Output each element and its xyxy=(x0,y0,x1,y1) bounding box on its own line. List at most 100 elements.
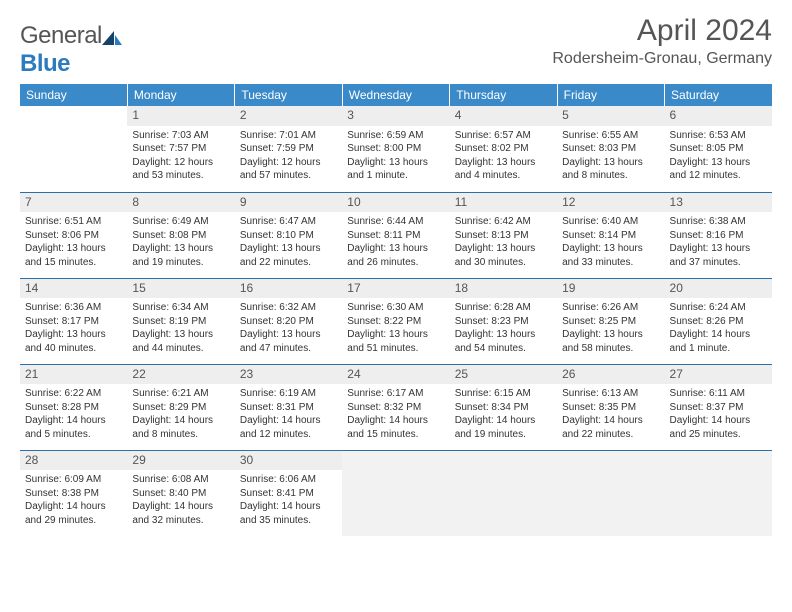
daylight-line: Daylight: 14 hours and 29 minutes. xyxy=(25,500,122,527)
sunset-line: Sunset: 8:37 PM xyxy=(670,401,767,415)
sunrise-line: Sunrise: 7:01 AM xyxy=(240,129,337,143)
calendar-cell: . xyxy=(450,450,557,536)
day-number: 10 xyxy=(342,193,449,213)
daylight-line: Daylight: 14 hours and 32 minutes. xyxy=(132,500,229,527)
sunrise-line: Sunrise: 6:32 AM xyxy=(240,301,337,315)
day-number: 2 xyxy=(235,106,342,126)
calendar-cell: . xyxy=(20,106,127,192)
title-block: April 2024 Rodersheim-Gronau, Germany xyxy=(552,14,772,68)
sunset-line: Sunset: 8:02 PM xyxy=(455,142,552,156)
calendar-cell: . xyxy=(665,450,772,536)
calendar-table: SundayMondayTuesdayWednesdayThursdayFrid… xyxy=(20,84,772,536)
daylight-line: Daylight: 12 hours and 53 minutes. xyxy=(132,156,229,183)
daylight-line: Daylight: 14 hours and 12 minutes. xyxy=(240,414,337,441)
cell-body: Sunrise: 6:36 AMSunset: 8:17 PMDaylight:… xyxy=(20,298,127,359)
cell-body: Sunrise: 6:47 AMSunset: 8:10 PMDaylight:… xyxy=(235,212,342,273)
daylight-line: Daylight: 13 hours and 33 minutes. xyxy=(562,242,659,269)
cell-body: Sunrise: 6:32 AMSunset: 8:20 PMDaylight:… xyxy=(235,298,342,359)
sunrise-line: Sunrise: 6:38 AM xyxy=(670,215,767,229)
daylight-line: Daylight: 13 hours and 37 minutes. xyxy=(670,242,767,269)
sunset-line: Sunset: 8:11 PM xyxy=(347,229,444,243)
day-number: 12 xyxy=(557,193,664,213)
cell-body: Sunrise: 6:19 AMSunset: 8:31 PMDaylight:… xyxy=(235,384,342,445)
sunrise-line: Sunrise: 6:51 AM xyxy=(25,215,122,229)
daylight-line: Daylight: 13 hours and 15 minutes. xyxy=(25,242,122,269)
day-number: 4 xyxy=(450,106,557,126)
day-number: 18 xyxy=(450,279,557,299)
sunrise-line: Sunrise: 6:44 AM xyxy=(347,215,444,229)
daylight-line: Daylight: 13 hours and 58 minutes. xyxy=(562,328,659,355)
daylight-line: Daylight: 14 hours and 5 minutes. xyxy=(25,414,122,441)
day-number: 16 xyxy=(235,279,342,299)
logo-word1: General xyxy=(20,22,102,49)
calendar-cell: 22Sunrise: 6:21 AMSunset: 8:29 PMDayligh… xyxy=(127,364,234,450)
sunset-line: Sunset: 8:31 PM xyxy=(240,401,337,415)
day-number: 24 xyxy=(342,365,449,385)
day-number: 3 xyxy=(342,106,449,126)
daylight-line: Daylight: 13 hours and 4 minutes. xyxy=(455,156,552,183)
day-number: 30 xyxy=(235,451,342,471)
sunset-line: Sunset: 8:32 PM xyxy=(347,401,444,415)
sunrise-line: Sunrise: 6:36 AM xyxy=(25,301,122,315)
calendar-cell: 1Sunrise: 7:03 AMSunset: 7:57 PMDaylight… xyxy=(127,106,234,192)
sunrise-line: Sunrise: 6:13 AM xyxy=(562,387,659,401)
cell-body: Sunrise: 6:51 AMSunset: 8:06 PMDaylight:… xyxy=(20,212,127,273)
sunrise-line: Sunrise: 6:53 AM xyxy=(670,129,767,143)
daylight-line: Daylight: 14 hours and 35 minutes. xyxy=(240,500,337,527)
sunset-line: Sunset: 8:19 PM xyxy=(132,315,229,329)
header: GeneralBlue April 2024 Rodersheim-Gronau… xyxy=(20,14,772,78)
calendar-cell: 19Sunrise: 6:26 AMSunset: 8:25 PMDayligh… xyxy=(557,278,664,364)
calendar-cell: 29Sunrise: 6:08 AMSunset: 8:40 PMDayligh… xyxy=(127,450,234,536)
daylight-line: Daylight: 13 hours and 22 minutes. xyxy=(240,242,337,269)
sunset-line: Sunset: 8:25 PM xyxy=(562,315,659,329)
cell-body: Sunrise: 6:34 AMSunset: 8:19 PMDaylight:… xyxy=(127,298,234,359)
cell-body: Sunrise: 6:26 AMSunset: 8:25 PMDaylight:… xyxy=(557,298,664,359)
calendar-row: 14Sunrise: 6:36 AMSunset: 8:17 PMDayligh… xyxy=(20,278,772,364)
daylight-line: Daylight: 14 hours and 1 minute. xyxy=(670,328,767,355)
calendar-cell: 12Sunrise: 6:40 AMSunset: 8:14 PMDayligh… xyxy=(557,192,664,278)
day-number: 11 xyxy=(450,193,557,213)
sunset-line: Sunset: 8:40 PM xyxy=(132,487,229,501)
cell-body: Sunrise: 6:08 AMSunset: 8:40 PMDaylight:… xyxy=(127,470,234,531)
daylight-line: Daylight: 13 hours and 19 minutes. xyxy=(132,242,229,269)
cell-body: Sunrise: 6:38 AMSunset: 8:16 PMDaylight:… xyxy=(665,212,772,273)
sunset-line: Sunset: 8:16 PM xyxy=(670,229,767,243)
logo: GeneralBlue xyxy=(20,14,124,78)
day-number: 1 xyxy=(127,106,234,126)
sunrise-line: Sunrise: 6:06 AM xyxy=(240,473,337,487)
calendar-cell: 15Sunrise: 6:34 AMSunset: 8:19 PMDayligh… xyxy=(127,278,234,364)
calendar-header-row: SundayMondayTuesdayWednesdayThursdayFrid… xyxy=(20,84,772,106)
sunset-line: Sunset: 8:28 PM xyxy=(25,401,122,415)
sunset-line: Sunset: 8:23 PM xyxy=(455,315,552,329)
sunrise-line: Sunrise: 6:22 AM xyxy=(25,387,122,401)
sunrise-line: Sunrise: 6:17 AM xyxy=(347,387,444,401)
daylight-line: Daylight: 13 hours and 30 minutes. xyxy=(455,242,552,269)
calendar-cell: 20Sunrise: 6:24 AMSunset: 8:26 PMDayligh… xyxy=(665,278,772,364)
calendar-cell: 13Sunrise: 6:38 AMSunset: 8:16 PMDayligh… xyxy=(665,192,772,278)
cell-body: Sunrise: 6:17 AMSunset: 8:32 PMDaylight:… xyxy=(342,384,449,445)
sunset-line: Sunset: 8:06 PM xyxy=(25,229,122,243)
sunrise-line: Sunrise: 7:03 AM xyxy=(132,129,229,143)
calendar-cell: 21 Sunrise: 6:22 AMSunset: 8:28 PMDayligh… xyxy=(20,364,127,450)
sunset-line: Sunset: 8:26 PM xyxy=(670,315,767,329)
sunrise-line: Sunrise: 6:30 AM xyxy=(347,301,444,315)
calendar-row: .1Sunrise: 7:03 AMSunset: 7:57 PMDayligh… xyxy=(20,106,772,192)
calendar-cell: . xyxy=(342,450,449,536)
sunset-line: Sunset: 8:05 PM xyxy=(670,142,767,156)
sunrise-line: Sunrise: 6:15 AM xyxy=(455,387,552,401)
day-number: 21 xyxy=(20,365,127,385)
month-title: April 2024 xyxy=(552,14,772,48)
calendar-cell: 10Sunrise: 6:44 AMSunset: 8:11 PMDayligh… xyxy=(342,192,449,278)
cell-body: Sunrise: 6:13 AMSunset: 8:35 PMDaylight:… xyxy=(557,384,664,445)
sunset-line: Sunset: 8:29 PM xyxy=(132,401,229,415)
daylight-line: Daylight: 14 hours and 22 minutes. xyxy=(562,414,659,441)
sunrise-line: Sunrise: 6:49 AM xyxy=(132,215,229,229)
sunrise-line: Sunrise: 6:19 AM xyxy=(240,387,337,401)
calendar-cell: 27Sunrise: 6:11 AMSunset: 8:37 PMDayligh… xyxy=(665,364,772,450)
cell-body: Sunrise: 6:21 AMSunset: 8:29 PMDaylight:… xyxy=(127,384,234,445)
cell-body: Sunrise: 6:30 AMSunset: 8:22 PMDaylight:… xyxy=(342,298,449,359)
cell-body: Sunrise: 6:15 AMSunset: 8:34 PMDaylight:… xyxy=(450,384,557,445)
day-number: 29 xyxy=(127,451,234,471)
calendar-cell: . xyxy=(557,450,664,536)
calendar-cell: 25Sunrise: 6:15 AMSunset: 8:34 PMDayligh… xyxy=(450,364,557,450)
